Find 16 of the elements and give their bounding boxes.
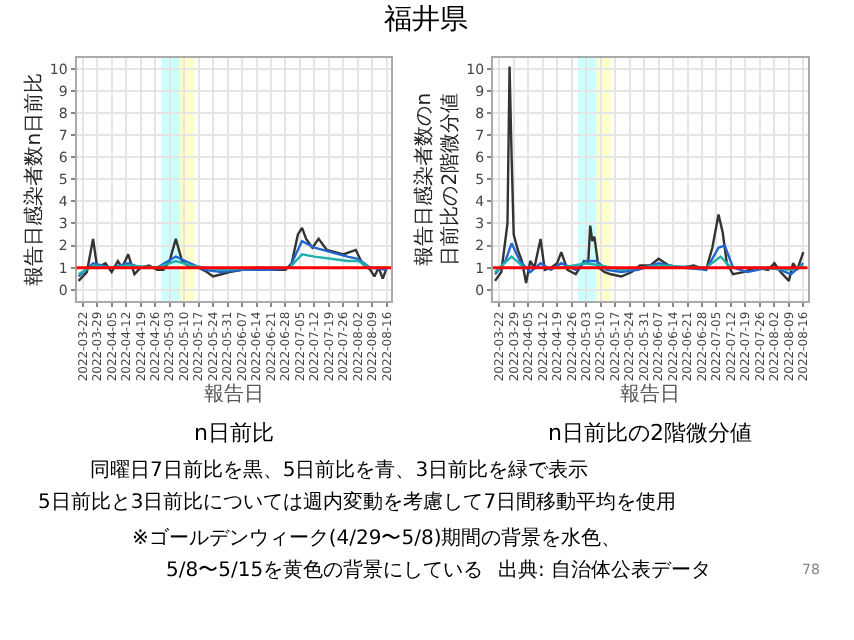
text: n日前比	[194, 420, 274, 446]
x-axis-title: 報告日	[620, 382, 681, 407]
text: 5/8〜5/15を黄色の背景にしている	[166, 558, 484, 582]
source-note: 出典: 自治体公表データ	[498, 558, 712, 582]
line-series	[77, 239, 389, 278]
text: n日前比の2階微分値	[548, 420, 752, 446]
text: 5日前比と3日前比については週内変動を考慮して7日間移動平均を使用	[38, 490, 677, 514]
chart-title: 福井県	[384, 4, 468, 36]
y-axis-title: 報告日感染者数n日前比	[21, 72, 46, 286]
text: ※ゴールデンウィーク(4/29〜5/8)期間の背景を水色、	[132, 526, 622, 550]
x-axis-title: 報告日	[203, 382, 264, 407]
line-series	[493, 65, 805, 285]
line-series	[493, 242, 805, 276]
text: 同曜日7日前比を黒、5日前比を青、3日前比を緑で表示	[90, 458, 589, 482]
y-axis-title: 報告日感染者数のn日前比の2階微分値	[412, 92, 463, 266]
line-series	[77, 226, 389, 283]
